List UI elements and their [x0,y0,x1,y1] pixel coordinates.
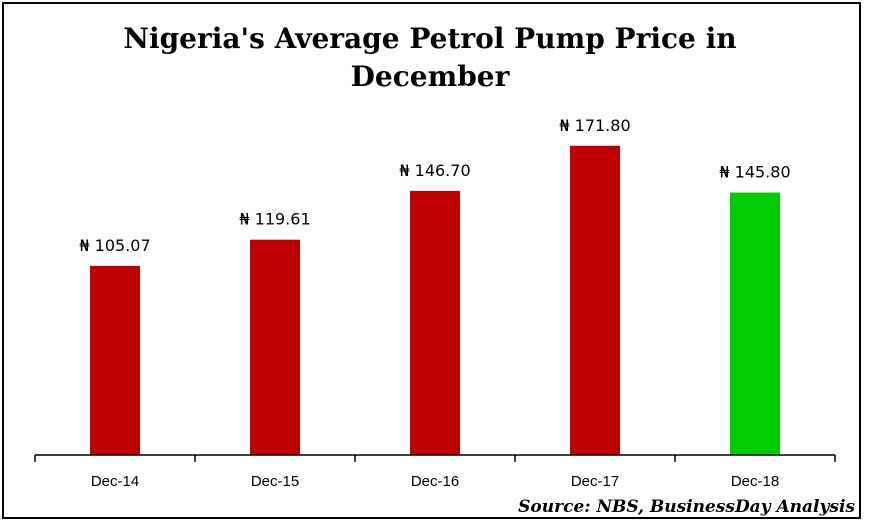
data-label: ₦ 105.07 [79,236,150,255]
data-label: ₦ 145.80 [719,163,790,182]
bar-dec-15 [250,239,300,455]
bar-dec-17 [570,145,620,455]
bar-dec-14 [90,265,140,455]
source-note: Source: NBS, BusinessDay Analysis [518,497,855,517]
bar-dec-16 [410,190,460,455]
chart-frame [2,2,861,519]
x-tick-label: Dec-14 [91,473,139,490]
x-tick-label: Dec-17 [571,473,619,490]
x-tick-label: Dec-15 [251,473,299,490]
x-tick-label: Dec-16 [411,473,459,490]
x-tick-label: Dec-18 [731,473,779,490]
bar-dec-18 [730,192,780,455]
chart-title-line-2: December [351,60,511,93]
data-label: ₦ 171.80 [559,116,630,135]
data-label: ₦ 119.61 [239,210,310,229]
chart-title-line-1: Nigeria's Average Petrol Pump Price in [123,22,736,55]
data-label: ₦ 146.70 [399,161,470,180]
